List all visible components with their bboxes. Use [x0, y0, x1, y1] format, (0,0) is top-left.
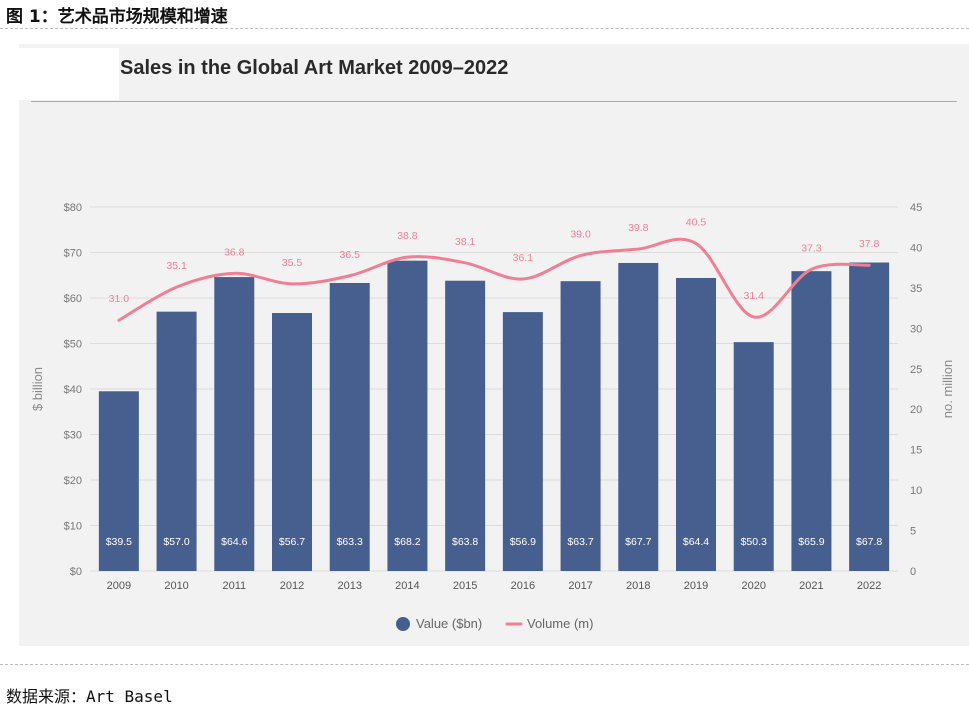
line-value-label: 36.8	[224, 246, 245, 258]
line-value-label: 36.1	[513, 252, 534, 264]
bar	[387, 260, 428, 571]
bar	[329, 282, 370, 571]
source-note: 数据来源：Art Basel	[6, 687, 173, 706]
line-value-label: 37.8	[859, 238, 880, 250]
y2-tick-label: 5	[910, 526, 916, 538]
y-tick-label: $80	[64, 202, 82, 214]
bar	[272, 313, 312, 571]
y2-tick-label: 10	[910, 485, 922, 497]
chart-title: Sales in the Global Art Market 2009–2022	[120, 57, 509, 79]
y-tick-label: $20	[64, 475, 82, 487]
chart-panel: Sales in the Global Art Market 2009–2022…	[19, 44, 969, 646]
y-tick-label: $50	[64, 339, 82, 351]
y-tick-label: $70	[64, 248, 82, 260]
line-value-label: 40.5	[686, 216, 707, 228]
y-tick-label: $40	[64, 384, 82, 396]
y-tick-label: $0	[70, 566, 82, 578]
bar-value-label: $39.5	[106, 536, 132, 548]
line-value-label: 31.4	[743, 290, 764, 302]
y-tick-label: $10	[64, 521, 82, 533]
x-tick-label: 2009	[107, 580, 131, 592]
y2-tick-label: 30	[910, 323, 922, 335]
x-tick-label: 2020	[741, 580, 765, 592]
x-tick-label: 2012	[280, 580, 304, 592]
bar-value-label: $63.7	[567, 536, 593, 548]
bar-value-label: $63.8	[452, 536, 478, 548]
bar	[618, 262, 659, 571]
bar-value-label: $64.6	[221, 536, 247, 548]
bar-value-label: $64.4	[683, 536, 709, 548]
y-tick-label: $60	[64, 293, 82, 305]
y2-tick-label: 35	[910, 283, 922, 295]
bar-value-label: $50.3	[741, 536, 767, 548]
figure-caption: 图 1：艺术品市场规模和增速	[6, 7, 228, 27]
x-tick-label: 2013	[337, 580, 361, 592]
y2-tick-label: 0	[910, 566, 916, 578]
bar	[214, 277, 255, 571]
y-tick-label: $30	[64, 430, 82, 442]
y2-tick-label: 25	[910, 364, 922, 376]
x-tick-label: 2019	[684, 580, 708, 592]
x-tick-label: 2017	[568, 580, 592, 592]
bar	[560, 281, 601, 571]
x-tick-label: 2021	[799, 580, 823, 592]
line-value-label: 38.1	[455, 236, 476, 248]
bar-value-label: $68.2	[394, 536, 420, 548]
legend-bar-label: Value ($bn)	[416, 616, 482, 631]
bar-value-label: $63.3	[337, 536, 363, 548]
x-tick-label: 2011	[222, 580, 246, 592]
volume-line	[117, 237, 871, 322]
line-value-label: 36.5	[339, 249, 360, 261]
bar	[791, 271, 832, 571]
x-tick-label: 2014	[395, 580, 419, 592]
bottom-divider	[0, 664, 969, 665]
bar	[156, 311, 197, 571]
legend-line-label: Volume (m)	[527, 616, 593, 631]
line-value-label: 39.8	[628, 222, 649, 234]
y2-tick-label: 40	[910, 242, 922, 254]
x-tick-label: 2022	[857, 580, 881, 592]
x-tick-label: 2010	[164, 580, 188, 592]
y2-tick-label: 45	[910, 202, 922, 214]
line-value-label: 35.5	[282, 257, 303, 269]
bar-value-label: $57.0	[163, 536, 189, 548]
line-value-label: 39.0	[570, 229, 591, 241]
bar	[676, 277, 716, 571]
line-value-label: 31.0	[109, 293, 130, 305]
y2-tick-label: 20	[910, 404, 922, 416]
bar-value-label: $65.9	[798, 536, 824, 548]
x-tick-label: 2015	[453, 580, 477, 592]
bar	[849, 262, 890, 571]
y2-tick-label: 15	[910, 445, 922, 457]
bar-value-label: $56.7	[279, 536, 305, 548]
bar	[98, 391, 139, 571]
bar	[445, 280, 486, 571]
x-tick-label: 2016	[511, 580, 535, 592]
x-tick-label: 2018	[626, 580, 650, 592]
bar-value-label: $67.8	[856, 536, 882, 548]
bar-value-label: $67.7	[625, 536, 651, 548]
line-value-label: 35.1	[166, 260, 187, 272]
title-rule	[31, 101, 957, 102]
logo-placeholder	[19, 48, 119, 100]
line-value-label: 37.3	[801, 242, 822, 254]
bar	[733, 342, 774, 571]
bar-value-label: $56.9	[510, 536, 536, 548]
y2-axis-label: no. million	[940, 360, 955, 419]
legend-bar-marker	[396, 617, 410, 631]
bar	[502, 312, 543, 571]
top-divider	[0, 28, 969, 29]
y-axis-label: $ billion	[30, 367, 45, 411]
line-value-label: 38.8	[397, 230, 418, 242]
chart-plot: $0 $10 $20 $30 $40 $50 $60 $70 $80 0 5 10 15 20 25 30 35…	[30, 202, 955, 631]
